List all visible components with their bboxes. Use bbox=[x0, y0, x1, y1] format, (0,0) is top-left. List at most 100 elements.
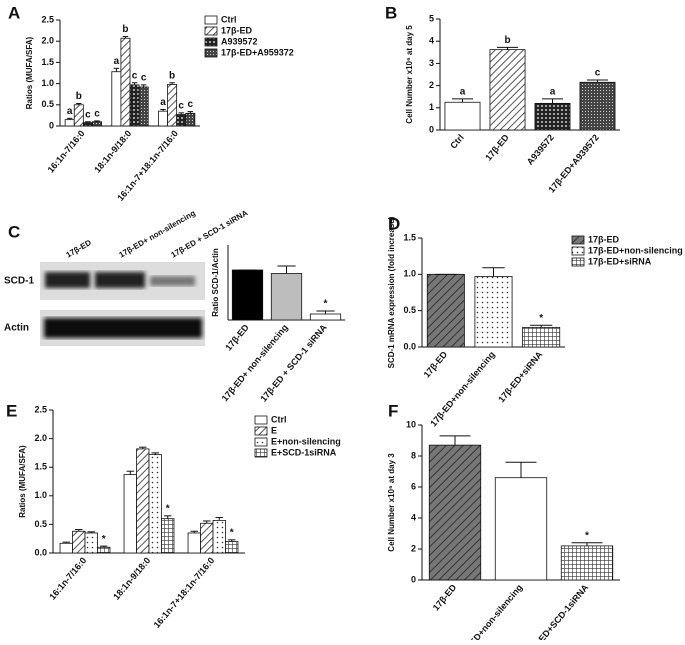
y-tick-label: 1.0 bbox=[403, 269, 416, 279]
legend-label: A939572 bbox=[221, 36, 258, 46]
bar bbox=[225, 541, 239, 554]
panel-letter: F bbox=[388, 401, 398, 420]
bar bbox=[158, 110, 168, 127]
y-tick-label: 1 bbox=[429, 102, 434, 112]
bar bbox=[64, 119, 75, 127]
bar bbox=[59, 542, 73, 554]
x-tick-label: 17β-ED bbox=[431, 582, 459, 613]
bar bbox=[426, 273, 465, 348]
bar-annotation: a bbox=[460, 87, 466, 98]
y-tick-label: 1.5 bbox=[41, 57, 54, 67]
x-tick-label: 17β-ED+ non-silencing bbox=[220, 322, 290, 403]
bar-annotation: b bbox=[504, 35, 510, 46]
y-tick-label: 6 bbox=[411, 481, 416, 491]
bar bbox=[92, 121, 102, 127]
legend-label: 17β-ED bbox=[588, 234, 620, 244]
y-tick-label: 0.5 bbox=[41, 99, 54, 109]
bar-annotation: c bbox=[188, 99, 194, 110]
y-tick-label: 1.5 bbox=[403, 232, 416, 242]
bar bbox=[187, 532, 201, 554]
bar bbox=[72, 530, 86, 554]
legend-swatch bbox=[571, 246, 585, 256]
panel-letter: B bbox=[385, 3, 397, 22]
bar-annotation: * bbox=[166, 503, 170, 514]
y-tick-label: 2.0 bbox=[34, 433, 47, 443]
x-tick-label: 17β-ED+A939572 bbox=[546, 132, 600, 194]
bar bbox=[444, 101, 481, 131]
x-tick-label: 17β-ED bbox=[223, 322, 251, 353]
legend-label: 17β-ED+A959372 bbox=[221, 47, 294, 57]
lane-label: 17β-ED bbox=[65, 238, 94, 260]
bar-annotation: a bbox=[67, 106, 73, 117]
bar bbox=[167, 84, 178, 127]
y-tick-label: 1.0 bbox=[41, 78, 54, 88]
legend-swatch bbox=[254, 448, 268, 458]
bar-annotation: * bbox=[324, 299, 328, 310]
bar bbox=[579, 81, 616, 131]
bar bbox=[522, 326, 561, 348]
blot bbox=[40, 262, 205, 346]
y-tick-label: 1.0 bbox=[34, 490, 47, 500]
y-tick-label: 10 bbox=[406, 419, 416, 429]
bar bbox=[176, 114, 187, 127]
y-axis-label: Ratios (MUFA/SFA) bbox=[25, 36, 34, 109]
bar bbox=[161, 518, 175, 554]
bar bbox=[73, 104, 84, 127]
bar-annotation: c bbox=[132, 70, 138, 81]
legend-swatch bbox=[204, 15, 218, 25]
bar bbox=[231, 269, 264, 321]
x-tick-label: 16:1n-7/16:0 bbox=[47, 555, 88, 601]
x-tick-label: 17β-ED + SCD-1 siRNA bbox=[258, 322, 329, 404]
bar bbox=[84, 532, 98, 554]
legend-label: 17β-ED bbox=[221, 25, 253, 35]
x-tick-label: 17β-ED bbox=[422, 349, 450, 380]
panel-letter: D bbox=[388, 214, 400, 233]
bar-annotation: * bbox=[585, 530, 589, 541]
bar bbox=[123, 474, 137, 554]
legend-swatch bbox=[571, 257, 585, 267]
y-tick-label: 2.5 bbox=[34, 404, 47, 414]
bar bbox=[138, 86, 149, 127]
y-tick-label: 0.5 bbox=[34, 519, 47, 529]
legend-swatch bbox=[204, 26, 218, 36]
bar bbox=[200, 522, 214, 554]
y-tick-label: 0.0 bbox=[34, 547, 47, 557]
y-tick-label: 2 bbox=[429, 80, 434, 90]
x-tick-label: Ctrl bbox=[448, 132, 466, 150]
bar-annotation: c bbox=[141, 73, 147, 84]
bar-annotation: a bbox=[114, 56, 120, 67]
legend-label: 17β-ED+siRNA bbox=[588, 256, 652, 266]
y-tick-label: 4 bbox=[411, 512, 416, 522]
bar bbox=[129, 84, 140, 127]
y-axis-label: Ratios (MUFA/SFA) bbox=[18, 445, 27, 518]
y-tick-label: 4 bbox=[429, 36, 434, 46]
bar-annotation: c bbox=[85, 109, 91, 120]
y-tick-label: 0.0 bbox=[403, 341, 416, 351]
y-axis-label: Ratio SCD-1/Actin bbox=[211, 248, 220, 317]
bar bbox=[82, 122, 93, 127]
x-tick-label: 17β-ED+SCD-1siRNA bbox=[525, 582, 591, 640]
x-tick-label: 17β-ED+siRNA bbox=[496, 349, 545, 404]
legend-swatch bbox=[204, 37, 218, 47]
bar bbox=[185, 112, 196, 127]
bar bbox=[474, 276, 513, 348]
bar bbox=[270, 273, 303, 321]
x-tick-label: 17β-ED+non-silencing bbox=[456, 582, 525, 640]
x-tick-label: 18:1n-9/18:0 bbox=[111, 555, 152, 601]
y-tick-label: 5 bbox=[429, 13, 434, 23]
legend-swatch bbox=[254, 437, 268, 447]
legend-swatch bbox=[571, 235, 585, 245]
bar-annotation: * bbox=[230, 527, 234, 538]
panel-letter: E bbox=[6, 401, 17, 420]
bar bbox=[489, 49, 526, 131]
bar-annotation: b bbox=[122, 24, 128, 35]
bar-annotation: b bbox=[76, 91, 82, 102]
y-tick-label: 2.5 bbox=[41, 14, 54, 24]
bar bbox=[136, 448, 150, 554]
bar-annotation: * bbox=[539, 313, 543, 324]
x-tick-label: 16:1n-7/16:0 bbox=[46, 128, 87, 174]
x-tick-label: 16:1n-7+18:1n-7/16:0 bbox=[152, 555, 217, 629]
y-axis-label: SCD-1 mRNA expression (fold increase) bbox=[387, 216, 396, 368]
bar bbox=[534, 102, 571, 131]
